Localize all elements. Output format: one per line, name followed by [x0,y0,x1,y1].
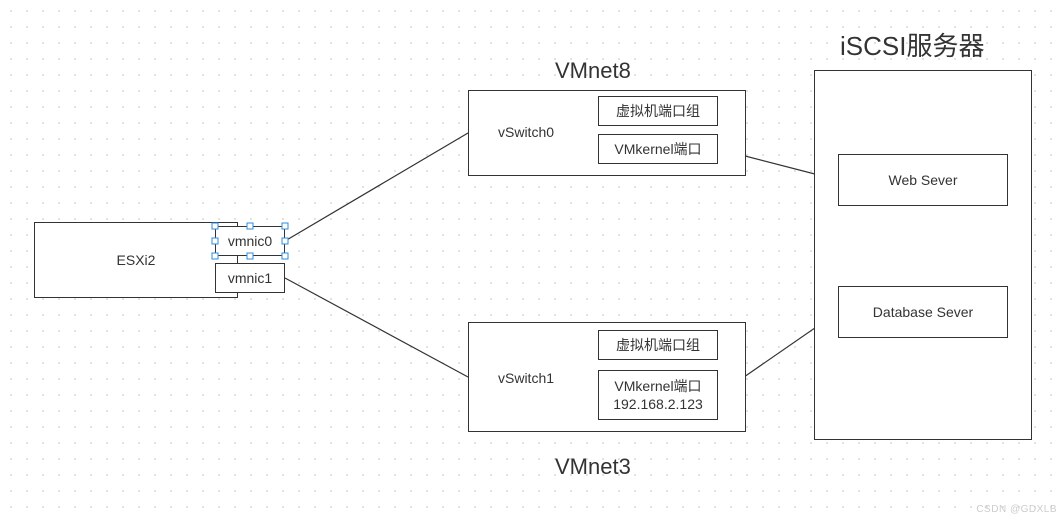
node-vmkernel0[interactable]: VMkernel端口 [598,134,718,164]
node-esxi[interactable]: ESXi2 [34,222,238,298]
selection-handle[interactable] [282,238,289,245]
selection-handle[interactable] [212,253,219,260]
selection-handle[interactable] [212,223,219,230]
node-vmnic0[interactable]: vmnic0 [215,226,285,256]
node-iscsi-container[interactable] [814,70,1032,440]
selection-handle[interactable] [212,238,219,245]
edge [285,278,468,377]
node-vswitch1-label: vSwitch1 [498,370,554,386]
node-db-server[interactable]: Database Sever [838,286,1008,338]
selection-handle[interactable] [247,253,254,260]
selection-handle[interactable] [247,223,254,230]
vmkernel1-line2: 192.168.2.123 [613,395,703,413]
label-vmnet3: VMnet3 [555,454,631,480]
selection-handle[interactable] [282,253,289,260]
node-portgroup0[interactable]: 虚拟机端口组 [598,96,718,126]
label-iscsi-title: iSCSI服务器 [840,26,984,63]
watermark: CSDN @GDXLB [976,504,1057,515]
edge [285,133,468,241]
selection-handle[interactable] [282,223,289,230]
node-vmnic1[interactable]: vmnic1 [215,263,285,293]
vmkernel1-line1: VMkernel端口 [614,377,701,395]
node-portgroup1[interactable]: 虚拟机端口组 [598,330,718,360]
label-vmnet8: VMnet8 [555,58,631,84]
node-vmkernel1[interactable]: VMkernel端口 192.168.2.123 [598,370,718,420]
node-web-server[interactable]: Web Sever [838,154,1008,206]
node-vswitch0-label: vSwitch0 [498,124,554,140]
